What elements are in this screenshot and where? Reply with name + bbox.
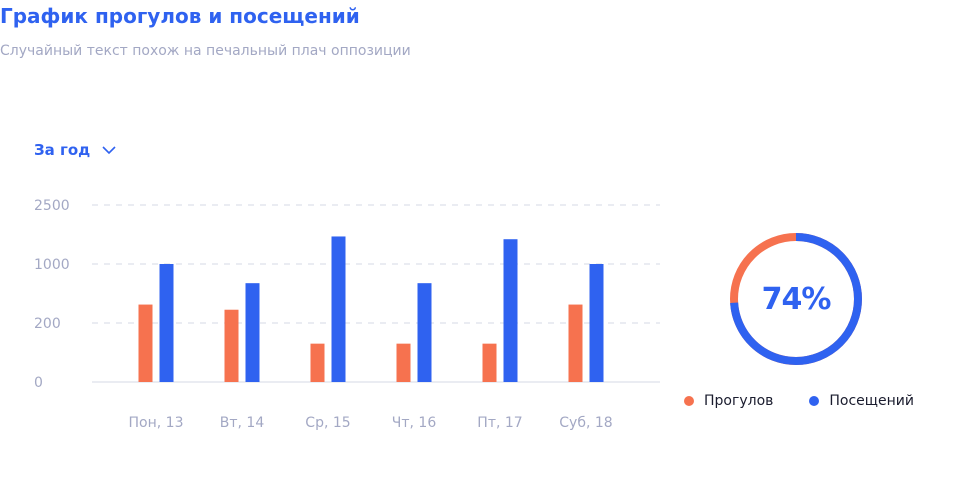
legend-dot-visits (809, 396, 820, 406)
bar-absences (396, 343, 411, 382)
chevron-down-icon (102, 146, 116, 155)
legend-item-absences: Прогулов (684, 393, 773, 409)
donut-chart: 74% (725, 228, 867, 370)
bar-absences (482, 343, 497, 382)
y-tick-label: 200 (34, 316, 61, 332)
x-tick-label: Чт, 16 (392, 415, 437, 431)
y-tick-label: 0 (34, 375, 43, 391)
bar-visits (245, 283, 260, 382)
chart-legend: Прогулов Посещений (684, 393, 914, 409)
bar-absences (224, 309, 239, 382)
bar-absences (138, 304, 153, 382)
legend-item-visits: Посещений (809, 393, 914, 409)
bar-visits (589, 264, 604, 382)
y-tick-label: 1000 (34, 257, 70, 273)
legend-label-absences: Прогулов (704, 393, 774, 409)
legend-label-visits: Посещений (829, 393, 914, 409)
period-label: За год (34, 141, 91, 159)
donut-segment-main (730, 233, 862, 365)
bar-visits (331, 236, 346, 382)
bar-chart: 0 200 1000 2500 Пон, 13 Вт, 14 Ср, 15 Чт, 16 Пт,… (34, 198, 660, 431)
x-tick-label: Пт, 17 (477, 415, 522, 431)
x-tick-label: Пон, 13 (129, 415, 184, 431)
x-tick-label: Суб, 18 (559, 415, 612, 431)
period-dropdown[interactable]: За год (34, 141, 116, 159)
x-tick-label: Ср, 15 (305, 415, 350, 431)
bar-visits (417, 283, 432, 382)
bar-absences (568, 304, 583, 382)
bar-absences (310, 343, 325, 382)
x-tick-label: Вт, 14 (220, 415, 265, 431)
legend-dot-absences (684, 396, 694, 406)
bar-visits (503, 239, 518, 382)
donut-svg (730, 233, 862, 365)
bar-visits (159, 264, 174, 382)
y-tick-label: 2500 (34, 198, 70, 214)
chart-title: График прогулов и посещений (0, 4, 360, 28)
donut-percentage: 74% (761, 281, 832, 317)
chart-subtitle: Случайный текст похож на печальный плач … (0, 43, 411, 59)
